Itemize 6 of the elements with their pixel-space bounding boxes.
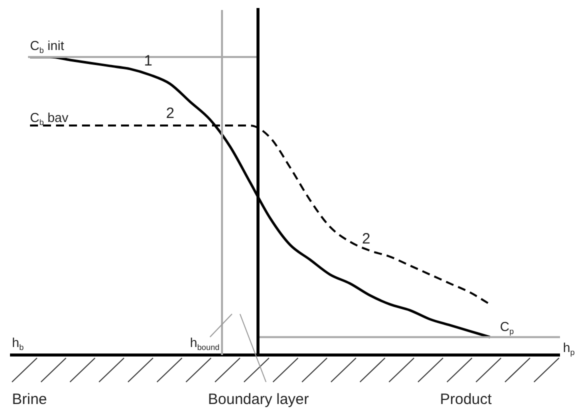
annotation: 2 [166, 105, 174, 122]
text: Brine [12, 391, 48, 408]
series-label: 2 [362, 230, 370, 248]
series-label: 1 [144, 52, 152, 70]
text: Boundary layer [208, 391, 309, 408]
text: Product [440, 391, 493, 408]
